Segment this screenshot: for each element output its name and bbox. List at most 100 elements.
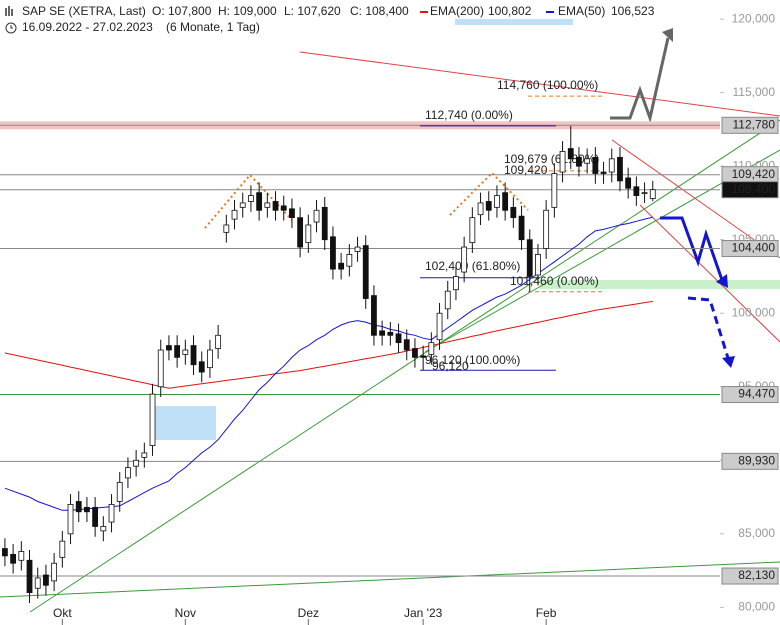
x-tick-label: Nov [175,606,196,620]
level-label: 82,130 [738,568,775,582]
target-box [154,406,216,440]
candle-body [543,209,550,249]
y-tick-label: 120,000 [732,11,776,25]
legend-label: EMA(50) [558,4,605,18]
candle-body [149,393,156,446]
x-tick-label: Dez [298,606,319,620]
level-label: 112,780 [733,117,776,131]
ema-line [4,216,653,511]
candle-body [75,501,82,513]
drawings [0,6,780,613]
highlight-bar [455,19,573,25]
level-label: 104,400 [732,241,776,255]
candle-body [133,459,140,467]
candle-body [428,342,435,355]
candle-body [649,189,656,199]
candle-body [436,312,443,341]
projection-arrow [610,37,670,124]
candle-body [592,156,599,174]
ohlc: L: 107,620 [284,4,341,18]
candle-body [362,245,369,299]
candle-body [535,254,541,276]
level-box [721,452,779,470]
candle-body [313,209,320,223]
trend-line [0,561,780,598]
period-note: (6 Monate, 1 Tag) [166,20,260,34]
candle-body [608,158,615,173]
candle-body [617,156,623,182]
period: 16.09.2022 - 27.02.2023 [22,20,153,34]
plot: 80,00085,00090,00095,000100,000105,00011… [0,11,779,625]
fib-label: 112,740 (0.00%) [425,108,513,122]
y-tick-label: 100,000 [732,305,776,319]
candle-body [10,554,17,564]
header: SAP SE (XETRA, Last) O: 107,800 H: 109,0… [22,4,655,34]
legend-value: 100,802 [488,4,532,18]
candle-body [84,506,90,513]
candle-body [477,202,484,216]
candle-body [248,195,254,202]
candle-body [502,192,509,211]
trend-line [299,51,780,117]
candle-body [125,467,131,479]
candle-body [198,361,205,373]
candle-body [190,345,197,366]
candle-body [116,481,123,502]
candle-body [59,540,66,558]
candle-body [34,577,41,589]
candle-body [633,186,640,196]
candle-body [395,333,402,344]
arrow-head [662,28,673,42]
candle-body [469,217,476,244]
candle-body [67,504,74,535]
candle-body [256,192,263,211]
candle-body [641,192,648,195]
chart-icon [5,6,13,16]
fib-label: 109,679 (61.80%) [504,152,599,166]
candle-body [2,548,8,557]
candle-body [174,345,181,358]
support-band [540,280,780,289]
candle-body [338,262,345,270]
channel-line [639,204,780,343]
candle-body [403,339,410,351]
candle-body [182,349,189,355]
candle-body [239,202,246,208]
candle-body [51,562,58,582]
x-tick-label: Feb [536,606,557,620]
clock-hand [10,25,13,29]
candle-body [354,246,361,252]
ohlc: H: 109,000 [218,4,277,18]
legend-label: EMA(200) [430,4,484,18]
ohlc: O: 107,800 [152,4,212,18]
candle-body [600,171,607,174]
candle-body [18,551,25,561]
arrow-head [716,274,728,288]
candle-body [26,559,33,594]
candle-body [166,345,172,351]
candle-body [157,349,164,388]
candle-body [207,349,213,369]
level-label: 109,420 [732,167,776,181]
candle-body [141,452,148,458]
candle-body [387,331,394,336]
candle-body [510,206,517,219]
ohlc: C: 108,400 [350,4,409,18]
candle-body [231,209,238,220]
arrow-head [722,356,735,368]
candle-body [518,215,525,241]
level-box [721,567,779,585]
trend-line [29,119,780,613]
y-tick-label: 85,000 [738,526,775,540]
candle-body [321,206,328,241]
trend-line [424,149,780,353]
level-box [721,116,779,134]
candle-body [289,208,295,219]
candle-body [297,217,304,248]
candle-body [330,236,336,270]
candle-body [412,348,418,358]
candle-body [461,246,468,273]
candle-body [108,504,115,523]
level-label: 108,400 [732,182,776,196]
